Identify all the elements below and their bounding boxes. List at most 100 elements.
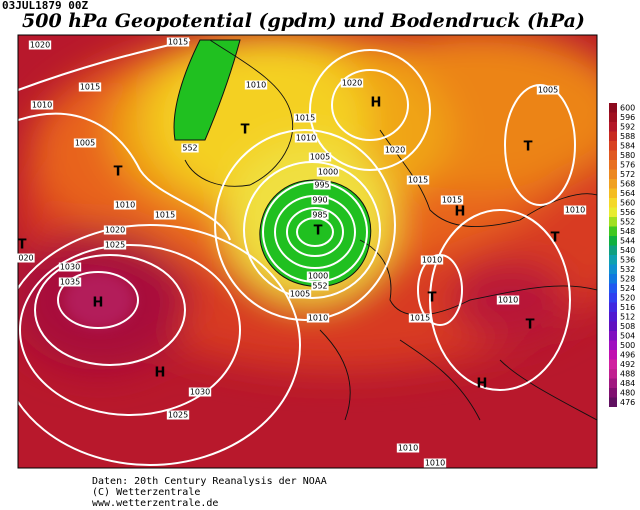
isobar-label: 020 xyxy=(18,254,33,263)
isobar-label-bg xyxy=(311,281,329,291)
colorbar-label: 560 xyxy=(620,198,635,207)
isobar-label: 1010 xyxy=(246,81,266,90)
pressure-center: T xyxy=(428,291,437,306)
colorbar-cell xyxy=(609,321,617,331)
isobar-label: 1015 xyxy=(442,196,462,205)
colorbar-cell xyxy=(609,331,617,341)
colorbar-cell xyxy=(609,302,617,312)
colorbar-cell xyxy=(609,236,617,246)
colorbar-cell xyxy=(609,131,617,141)
pressure-center: T xyxy=(18,238,27,253)
isobar-label: 1005 xyxy=(290,290,310,299)
colorbar-cell xyxy=(609,388,617,398)
isobar-label: 1015 xyxy=(295,114,315,123)
colorbar-cell xyxy=(609,283,617,293)
colorbar-label: 596 xyxy=(620,113,635,122)
isobar-label: 985 xyxy=(312,211,327,220)
colorbar-cell xyxy=(609,312,617,322)
isobar-label: 1000 xyxy=(308,272,328,281)
colorbar-cell xyxy=(609,274,617,284)
isobar-label: 1010 xyxy=(565,206,585,215)
isobar-label-bg xyxy=(166,410,190,420)
timestamp: 03JUL1879 00Z xyxy=(2,0,88,12)
isobar-label: 552 xyxy=(182,144,197,153)
isobar-label-bg xyxy=(58,277,82,287)
colorbar-cell xyxy=(609,255,617,265)
isobar-label-bg xyxy=(311,195,329,205)
labels: 1020 1015 1010 1015 1005 1010 1015 1020 1025 1030… xyxy=(17,37,587,468)
isobar-label: 1010 xyxy=(296,134,316,143)
colorbar-cell xyxy=(609,350,617,360)
isobar-label-bg xyxy=(294,133,318,143)
colorbar-label: 588 xyxy=(620,132,635,141)
isobar-label-bg xyxy=(103,240,127,250)
colorbar-cell xyxy=(609,112,617,122)
map xyxy=(18,35,597,468)
isobar-label-bg xyxy=(153,210,177,220)
isobar-label: 1010 xyxy=(308,314,328,323)
colorbar-label: 476 xyxy=(620,398,635,407)
pressure-center: H xyxy=(455,205,466,220)
isobar-label: 1015 xyxy=(168,38,188,47)
isobar-label: 1035 xyxy=(60,278,80,287)
isobar-label: 1030 xyxy=(60,263,80,272)
isobar-label: 1015 xyxy=(155,211,175,220)
colorbar-label: 520 xyxy=(620,293,635,302)
isobar-label: 995 xyxy=(314,181,329,190)
footer-line: (C) Wetterzentrale xyxy=(92,487,200,498)
colorbar-label: 544 xyxy=(620,236,635,245)
isobar-label-bg xyxy=(30,100,54,110)
colorbar-cell xyxy=(609,264,617,274)
colorbar-label: 536 xyxy=(620,255,635,264)
pressure-center: T xyxy=(551,231,560,246)
pressure-center: H xyxy=(477,377,488,392)
map-frame xyxy=(17,34,598,469)
colorbar-cell xyxy=(609,198,617,208)
isobar-label-bg xyxy=(406,175,430,185)
isobar-label-bg xyxy=(423,458,447,468)
isobar-label: 1000 xyxy=(318,168,338,177)
colorbar-label: 592 xyxy=(620,122,635,131)
isobar-label-bg xyxy=(78,82,102,92)
isobar-label-bg xyxy=(288,289,312,299)
isobar-label-bg xyxy=(244,80,268,90)
isobar-label: 1025 xyxy=(168,411,188,420)
isobar-label: 1015 xyxy=(410,314,430,323)
colorbar-cell xyxy=(609,188,617,198)
colorbar-cell xyxy=(609,369,617,379)
isobar-label: 1005 xyxy=(75,139,95,148)
isobar-label-bg xyxy=(293,113,317,123)
colorbar-label: 516 xyxy=(620,303,635,312)
colorbar-cell xyxy=(609,226,617,236)
colorbar-cell xyxy=(609,359,617,369)
isobar-label-bg xyxy=(383,145,407,155)
pressure-center: T xyxy=(114,165,123,180)
colorbar-label: 480 xyxy=(620,388,635,397)
footer: Daten: 20th Century Reanalysis der NOAA(… xyxy=(92,476,327,509)
colorbar-label: 556 xyxy=(620,208,635,217)
isobar-label-bg xyxy=(440,195,464,205)
colorbar-label: 552 xyxy=(620,217,635,226)
colorbar-label: 528 xyxy=(620,274,635,283)
isobar-label-bg xyxy=(73,138,97,148)
colorbar-label: 572 xyxy=(620,170,635,179)
colorbar-cell xyxy=(609,378,617,388)
footer-line: www.wetterzentrale.de xyxy=(92,498,218,509)
isobar-label-bg xyxy=(181,143,199,153)
colorbar-cell xyxy=(609,103,617,113)
colorbar-label: 540 xyxy=(620,246,635,255)
isobar-label: 1010 xyxy=(498,296,518,305)
isobar-label-bg xyxy=(28,40,52,50)
colorbar: 6005965925885845805765725685645605565525… xyxy=(609,103,635,407)
colorbar-label: 492 xyxy=(620,360,635,369)
pressure-center: T xyxy=(241,123,250,138)
pressure-center: T xyxy=(314,224,323,239)
isobar-label-bg xyxy=(536,85,560,95)
colorbar-label: 524 xyxy=(620,284,635,293)
isobar-label: 1020 xyxy=(105,226,125,235)
isobar-label: 990 xyxy=(312,196,327,205)
colorbar-cell xyxy=(609,217,617,227)
isobar-label-bg xyxy=(420,255,444,265)
colorbar-cell xyxy=(609,245,617,255)
